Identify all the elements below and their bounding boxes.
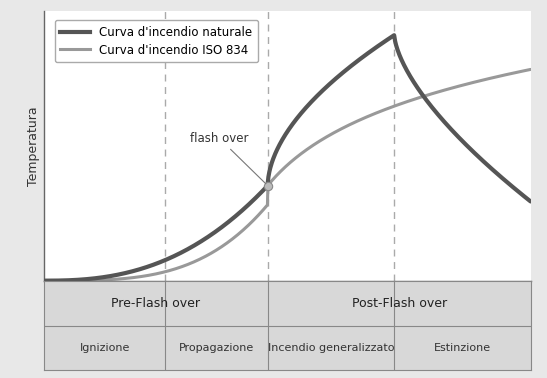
Text: flash over: flash over xyxy=(190,132,266,184)
Text: Post-Flash over: Post-Flash over xyxy=(352,297,447,310)
Text: Incendio generalizzato: Incendio generalizzato xyxy=(267,343,394,353)
Text: Propagazione: Propagazione xyxy=(179,343,254,353)
Text: Estinzione: Estinzione xyxy=(434,343,491,353)
Text: Tempo: Tempo xyxy=(490,289,531,302)
Text: Pre-Flash over: Pre-Flash over xyxy=(111,297,200,310)
Text: Ignizione: Ignizione xyxy=(79,343,130,353)
Y-axis label: Temperatura: Temperatura xyxy=(27,106,39,186)
Legend: Curva d'incendio naturale, Curva d'incendio ISO 834: Curva d'incendio naturale, Curva d'incen… xyxy=(55,20,258,62)
